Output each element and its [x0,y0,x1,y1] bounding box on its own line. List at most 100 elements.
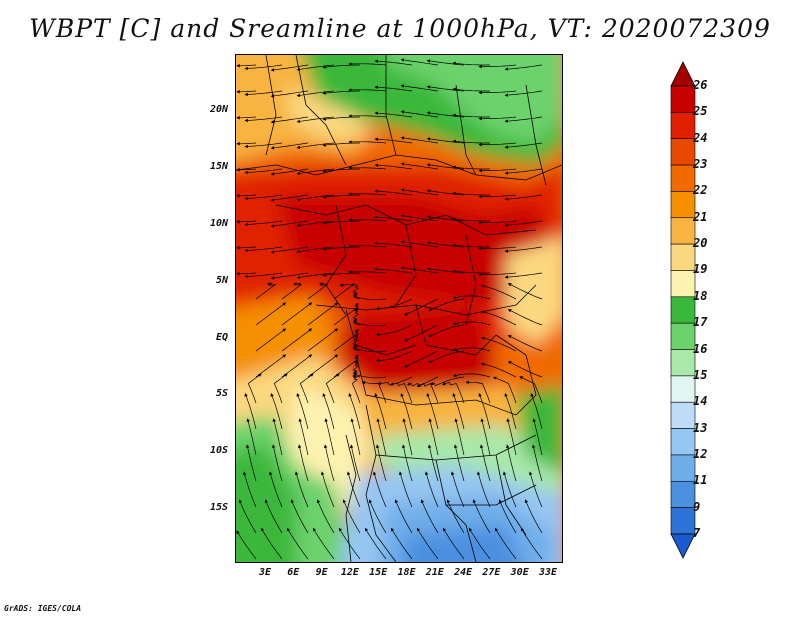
streamline [307,302,339,326]
streamline [519,376,543,404]
colorbar-segment [670,138,696,166]
streamline [402,418,413,456]
streamline [244,142,283,149]
streamline [322,194,360,199]
colorbar-top-arrow [670,61,696,87]
streamline [298,444,309,482]
streamline [352,319,387,327]
streamline [236,194,257,198]
streamline [333,329,359,352]
streamline [468,527,491,560]
colorbar-label: 17 [693,315,708,330]
lon-label-9e: 9E [315,567,328,578]
streamline [441,381,465,404]
streamline [400,110,439,118]
streamline [348,62,387,66]
streamline [322,220,360,225]
streamline [236,246,257,250]
streamline [376,418,387,456]
streamline [236,168,257,172]
streamline [450,471,465,508]
streamline [244,246,283,253]
streamline [478,168,517,173]
streamline [400,58,439,66]
streamline [428,324,465,338]
streamline [428,418,439,456]
streamline [374,85,413,92]
streamline [452,191,490,196]
streamline [394,499,413,534]
streamline [478,90,517,95]
streamline [452,347,491,352]
streamline [236,90,257,94]
streamline [506,418,517,456]
lon-label-12e: 12E [340,567,359,578]
streamline [244,168,283,175]
colorbar-label: 11 [693,473,708,488]
lon-label-6e: 6E [287,567,300,578]
streamline [480,444,491,482]
colorbar-label: 9 [693,499,701,514]
streamline [375,298,413,311]
streamline [307,354,339,378]
streamline [281,282,303,300]
streamline [247,373,262,404]
streamline [502,471,517,508]
colorbar-segment [670,454,696,482]
streamline [296,220,335,228]
streamline [420,499,439,534]
streamline [270,168,309,176]
lon-label-24e: 24E [454,567,473,578]
streamline [524,499,543,534]
colorbar-label: 7 [693,526,701,540]
streamline [270,272,309,280]
streamline [296,64,335,72]
streamline [472,499,491,534]
streamline [426,215,465,222]
streamline [244,194,283,201]
streamline [478,392,491,430]
streamline [480,362,517,378]
streamline [374,137,413,144]
colorbar-label: 24 [693,130,708,145]
streamline [270,64,309,72]
lat-label-10s: 10S [209,445,228,456]
map-title: WBPT [C] and Sreamline at 1000hPa, VT: 2… [29,14,771,43]
lon-label-15e: 15E [369,567,388,578]
streamline [426,241,465,248]
streamline [532,418,543,456]
streamline [452,113,490,118]
colorbar-segment [670,480,696,508]
streamline [452,392,465,430]
streamline [364,527,387,560]
streamline [296,194,335,202]
streamline [452,321,491,326]
streamline [480,336,517,352]
colorbar-segment [670,112,696,140]
streamline [307,328,339,352]
streamline [374,59,413,66]
streamline [352,333,361,352]
streamline [264,499,283,534]
colorbar-label: 21 [693,209,708,224]
streamline [478,64,517,69]
streamline [532,444,543,482]
streamline [350,282,361,300]
streamline [507,335,543,352]
streamline [400,240,439,248]
streamline [504,116,543,123]
colorbar-label: 23 [693,157,708,172]
streamline [442,527,465,560]
colorbar-segment [670,401,696,429]
streamline [260,527,283,560]
colorbar-label: 22 [693,183,708,198]
lat-label-10n: 10N [209,218,228,229]
streamline [281,328,313,352]
streamline [403,350,439,368]
colorbar-segment [670,217,696,245]
lat-label-20n: 20N [209,104,228,115]
lat-label-15n: 15N [209,161,228,172]
lon-label-3e: 3E [258,567,272,578]
streamline [416,527,439,560]
streamline [281,302,313,326]
